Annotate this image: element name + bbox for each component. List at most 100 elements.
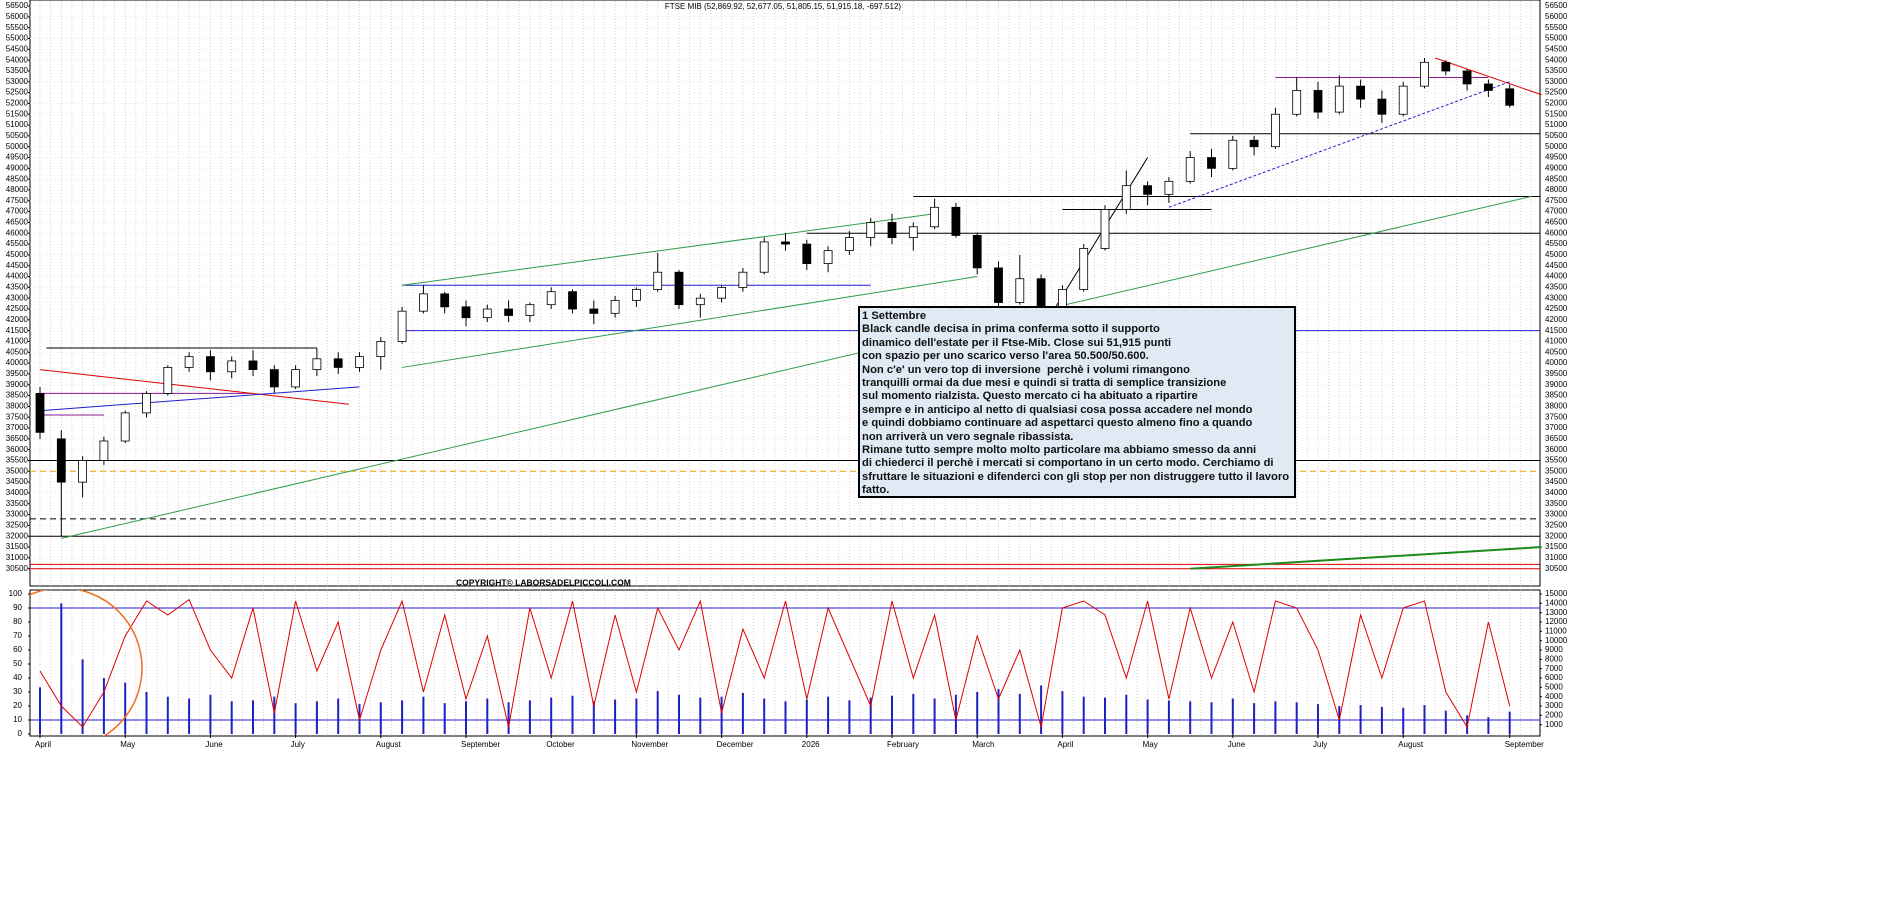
annotation-line: dinamico dell'estate per il Ftse-Mib. Cl…	[862, 336, 1172, 349]
volume-bar	[252, 700, 254, 734]
y-tick-label-right: 45500	[1545, 239, 1568, 248]
y-tick-label-right: 42500	[1545, 304, 1568, 313]
candle-body	[418, 293, 428, 312]
volume-bar	[912, 693, 915, 734]
candle-body	[1292, 90, 1302, 115]
candle-body	[823, 250, 833, 264]
trend-line	[1190, 546, 1542, 570]
volume-bar	[1487, 717, 1490, 734]
volume-bar	[1444, 710, 1447, 734]
osc-tick-label: 90	[13, 603, 22, 612]
watermark: COPYRIGHT© LABORSADELPICCOLI.COM	[456, 577, 631, 587]
y-tick-label-right: 51000	[1545, 120, 1568, 129]
candle-body	[1249, 139, 1259, 148]
y-tick-label-right: 47000	[1545, 207, 1568, 216]
candle-body	[972, 235, 982, 269]
volume-bar	[1231, 698, 1234, 734]
candle-body	[355, 356, 364, 368]
y-tick-label: 37000	[6, 423, 29, 432]
volume-bar	[465, 701, 467, 734]
y-tick-label: 34500	[6, 477, 29, 486]
y-tick-label: 34000	[6, 488, 29, 497]
trend-line	[39, 369, 349, 405]
candle-body	[227, 360, 237, 373]
y-tick-label-right: 35000	[1545, 466, 1568, 475]
volume-bar	[1253, 703, 1256, 734]
candle-body	[845, 237, 854, 251]
osc-tick-label: 100	[9, 589, 23, 598]
volume-bar	[1125, 694, 1128, 734]
y-tick-label: 51000	[6, 120, 29, 129]
y-tick-label-right: 49000	[1545, 163, 1568, 172]
y-tick-label: 55500	[6, 23, 29, 32]
y-tick-label: 43500	[6, 282, 29, 291]
y-tick-label-right: 54000	[1545, 55, 1568, 64]
candle-body	[1398, 85, 1408, 115]
annotation-line: fatto.	[862, 484, 890, 497]
candle-body	[908, 226, 918, 239]
x-tick-label: August	[376, 740, 402, 749]
y-tick-label-right: 47500	[1545, 196, 1568, 205]
volume-tick-label: 9000	[1545, 645, 1563, 654]
volume-bar	[997, 689, 1000, 734]
y-tick-label: 54000	[6, 55, 29, 64]
y-tick-label-right: 36000	[1545, 445, 1568, 454]
y-tick-label-right: 43500	[1545, 282, 1568, 291]
y-tick-label: 31500	[6, 542, 29, 551]
candle-body	[440, 293, 450, 308]
y-tick-label: 35000	[6, 466, 29, 475]
y-tick-label-right: 34500	[1545, 477, 1568, 486]
volume-bar	[763, 698, 766, 734]
candle-body	[695, 297, 705, 306]
y-tick-label: 50500	[6, 131, 29, 140]
x-tick-label: April	[35, 740, 51, 749]
y-tick-label: 56500	[6, 1, 29, 10]
candle-body	[674, 271, 684, 306]
y-tick-label-right: 46500	[1545, 218, 1568, 227]
volume-bar	[656, 691, 659, 734]
y-tick-label-right: 55500	[1545, 23, 1568, 32]
volume-bar	[315, 701, 318, 734]
volume-bar	[1018, 693, 1021, 734]
candle-body	[717, 286, 726, 299]
y-tick-label: 42000	[6, 315, 29, 324]
highlight-circle	[30, 590, 143, 736]
candle-body	[1356, 85, 1365, 100]
y-tick-label-right: 33000	[1545, 510, 1568, 519]
volume-bar	[550, 697, 553, 734]
y-tick-label: 47500	[6, 196, 29, 205]
y-tick-label-right: 41500	[1545, 326, 1568, 335]
volume-bar	[976, 692, 979, 734]
volume-bar	[954, 694, 957, 734]
candle-body	[78, 460, 87, 483]
y-tick-label-right: 49500	[1545, 153, 1568, 162]
volume-bar	[1167, 700, 1170, 734]
volume-tick-label: 2000	[1545, 710, 1563, 719]
candle-body	[653, 271, 663, 290]
candle-body	[333, 358, 343, 368]
volume-tick-label: 15000	[1545, 589, 1568, 598]
y-tick-label: 51500	[6, 109, 29, 118]
candle-body	[312, 358, 322, 371]
x-tick-label: July	[1313, 740, 1327, 749]
volume-bar	[486, 698, 489, 734]
osc-tick-label: 60	[13, 645, 22, 654]
volume-bar	[741, 692, 744, 734]
x-tick-label: September	[1505, 740, 1544, 749]
annotation-line: Rimane tutto sempre molto molto particol…	[862, 444, 1257, 457]
candle-body	[1143, 185, 1152, 195]
candle-body	[1420, 61, 1429, 87]
candle-body	[887, 222, 897, 239]
candle-body	[1121, 185, 1131, 210]
candle-body	[1079, 248, 1089, 290]
candle-body	[99, 440, 109, 461]
candle-body	[248, 360, 258, 371]
candle-body	[482, 308, 492, 319]
candle-body	[142, 393, 151, 414]
volume-bar	[1189, 701, 1192, 734]
candle-body	[525, 304, 535, 316]
volume-bar	[635, 698, 638, 734]
x-tick-label: May	[120, 740, 135, 749]
y-tick-label: 42500	[6, 304, 29, 313]
